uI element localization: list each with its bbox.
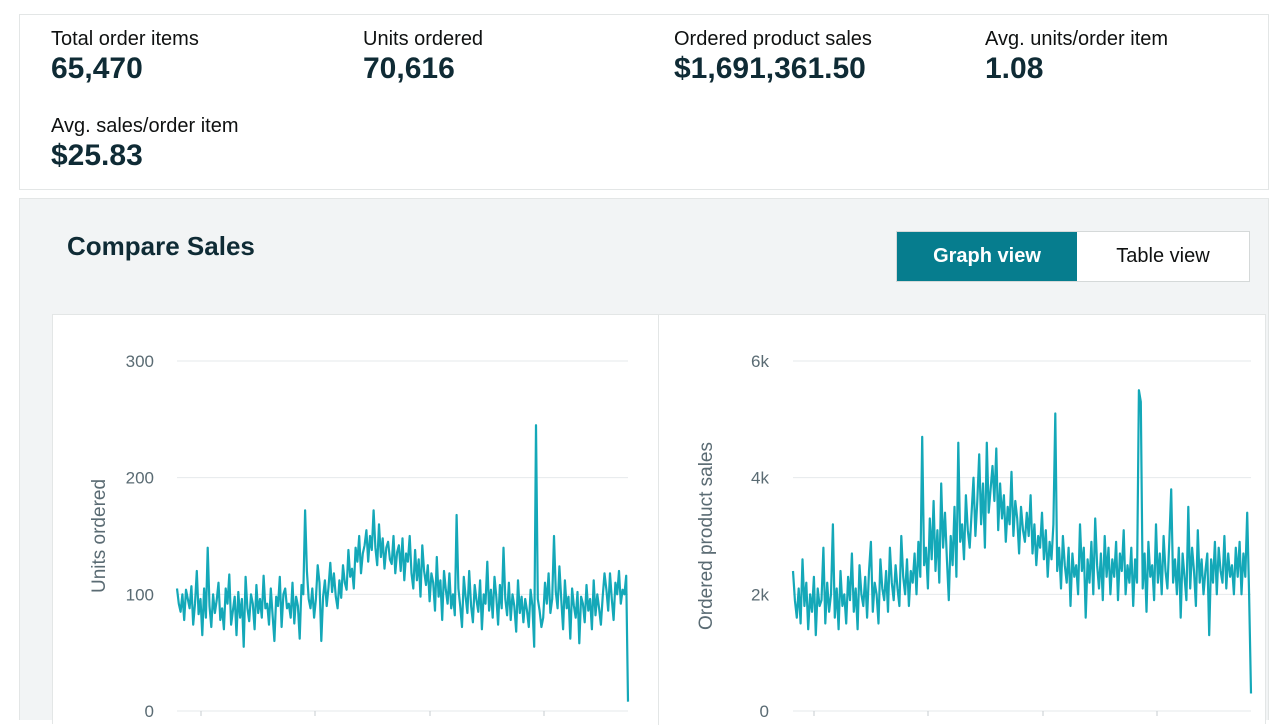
metric-label: Total order items (51, 28, 199, 50)
chart-divider (658, 315, 659, 725)
metric-label: Units ordered (363, 28, 484, 50)
ordered-product-sales-chart: 6k 4k 2k 0 Ordered product sales (696, 352, 1253, 721)
metric-ordered-product-sales: Ordered product sales $1,691,361.50 (674, 27, 872, 86)
metric-label: Avg. units/order item (985, 28, 1169, 50)
y-tick-label: 300 (126, 352, 154, 371)
charts-container: 300 200 100 0 Units ordered 6k 4k 2k 0 Ordered p… (52, 314, 1266, 725)
graph-view-button[interactable]: Graph view (897, 232, 1077, 281)
y-tick-label: 200 (126, 469, 154, 488)
ordered-product-sales-series-line (791, 389, 1253, 694)
y-tick-label: 4k (751, 469, 769, 488)
table-view-button[interactable]: Table view (1077, 232, 1249, 281)
y-tick-label: 2k (751, 585, 769, 604)
metric-value: 1.08 (985, 52, 1044, 85)
compare-sales-panel: Compare Sales Graph view Table view 300 2… (19, 198, 1269, 725)
panel-title: Compare Sales (67, 231, 255, 261)
metric-label: Avg. sales/order item (51, 115, 239, 137)
metric-value: $1,691,361.50 (674, 52, 866, 85)
view-toggle: Graph view Table view (896, 231, 1250, 282)
y-tick-label: 6k (751, 352, 769, 371)
metric-value: 70,616 (363, 52, 455, 85)
y-axis-title: Units ordered (89, 479, 110, 593)
units-ordered-chart: 300 200 100 0 Units ordered (89, 352, 630, 721)
metric-avg-sales-per-order-item: Avg. sales/order item $25.83 (51, 114, 239, 173)
metric-total-order-items: Total order items 65,470 (51, 27, 199, 86)
metric-value: $25.83 (51, 139, 143, 172)
y-axis-title: Ordered product sales (696, 442, 717, 630)
metric-avg-units-per-order-item: Avg. units/order item 1.08 (985, 27, 1168, 86)
units-ordered-series-line (175, 424, 630, 702)
y-tick-label: 0 (145, 702, 154, 721)
metric-value: 65,470 (51, 52, 143, 85)
y-tick-label: 0 (760, 702, 769, 721)
metric-units-ordered: Units ordered 70,616 (363, 27, 483, 86)
metrics-summary: Total order items 65,470 Units ordered 7… (19, 14, 1269, 190)
y-tick-label: 100 (126, 585, 154, 604)
metric-label: Ordered product sales (674, 28, 872, 50)
